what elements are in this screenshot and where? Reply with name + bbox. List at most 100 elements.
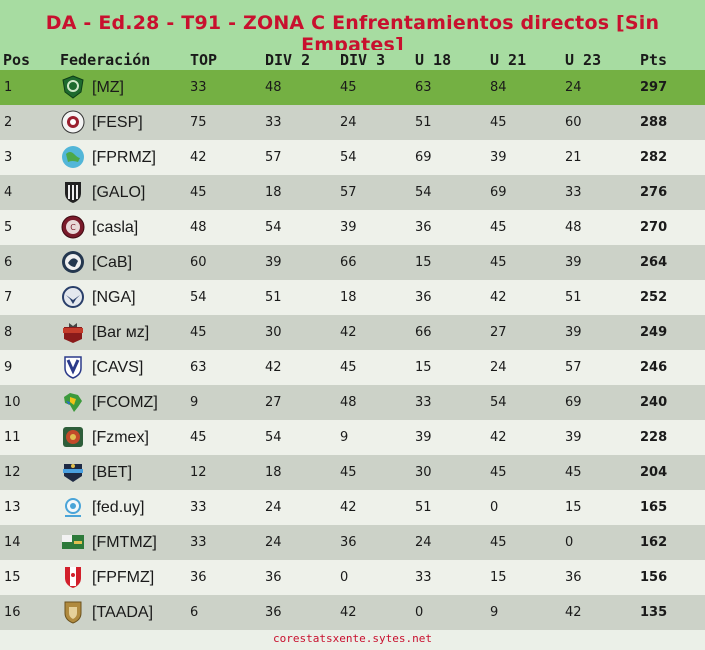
row-u21: 54 (490, 395, 507, 410)
federation-name: [casla] (92, 218, 139, 236)
federation-name: [FPFMZ] (92, 568, 155, 586)
row-position: 3 (4, 150, 13, 165)
col-header-federacion: Federación (60, 51, 151, 69)
row-position: 16 (4, 605, 21, 620)
row-top: 42 (190, 150, 207, 165)
row-div3: 36 (340, 535, 357, 550)
row-top: 33 (190, 535, 207, 550)
table-row: 4 [GALO] 45 18 57 54 69 33 276 (0, 175, 705, 210)
row-u21: 42 (490, 290, 507, 305)
row-top: 60 (190, 255, 207, 270)
row-top: 48 (190, 220, 207, 235)
row-federation: [CAVS] (60, 350, 190, 385)
row-points: 297 (640, 80, 668, 95)
row-u23: 0 (565, 535, 574, 550)
row-points: 135 (640, 605, 668, 620)
col-header-pts: Pts (640, 51, 668, 69)
row-federation: [GALO] (60, 175, 190, 210)
table-row: 15 [FPFMZ] 36 36 0 33 15 36 156 (0, 560, 705, 595)
row-federation: [NGA] (60, 280, 190, 315)
row-position: 14 (4, 535, 21, 550)
table-row: 8 [Bar ᴍᴢ] 45 30 42 66 27 39 249 (0, 315, 705, 350)
row-top: 54 (190, 290, 207, 305)
row-u18: 0 (415, 605, 424, 620)
row-federation: [fed.uy] (60, 490, 190, 525)
row-federation: [BET] (60, 455, 190, 490)
row-div3: 42 (340, 325, 357, 340)
table-row: 13 [fed.uy] 33 24 42 51 0 15 165 (0, 490, 705, 525)
row-top: 75 (190, 115, 207, 130)
row-u21: 45 (490, 115, 507, 130)
row-points: 228 (640, 430, 668, 445)
col-header-div3: DIV 3 (340, 51, 386, 69)
row-u18: 24 (415, 535, 432, 550)
table-header-row: Pos Federación TOP DIV 2 DIV 3 U 18 U 21… (0, 50, 705, 70)
row-u18: 36 (415, 220, 432, 235)
federation-name: [CaB] (92, 253, 133, 271)
table-row: 5 C [casla] 48 54 39 36 45 48 270 (0, 210, 705, 245)
federation-name: [NGA] (92, 288, 136, 306)
row-u18: 51 (415, 500, 432, 515)
footer-link[interactable]: corestatsxente.sytes.net (273, 632, 432, 645)
table-row: 10 [FCOMZ] 9 27 48 33 54 69 240 (0, 385, 705, 420)
federation-name: [Bar ᴍᴢ] (92, 323, 150, 341)
federation-name: [FCOMZ] (92, 393, 158, 411)
col-header-top: TOP (190, 51, 218, 69)
row-top: 12 (190, 465, 207, 480)
row-federation: [TAADA] (60, 595, 190, 630)
table-row: 11 [Fzmex] 45 54 9 39 42 39 228 (0, 420, 705, 455)
federation-name: [FESP] (92, 113, 143, 131)
row-div3: 66 (340, 255, 357, 270)
row-position: 2 (4, 115, 13, 130)
row-div2: 27 (265, 395, 282, 410)
row-u21: 45 (490, 465, 507, 480)
table-row: 6 [CaB] 60 39 66 15 45 39 264 (0, 245, 705, 280)
row-u18: 15 (415, 360, 432, 375)
green-shield-crest-icon (60, 74, 86, 100)
row-federation: [FPFMZ] (60, 560, 190, 595)
row-u21: 84 (490, 80, 507, 95)
row-u18: 54 (415, 185, 432, 200)
row-points: 156 (640, 570, 668, 585)
row-points: 246 (640, 360, 668, 375)
row-federation: [Fzmex] (60, 420, 190, 455)
row-points: 204 (640, 465, 668, 480)
row-position: 15 (4, 570, 21, 585)
row-federation: [CaB] (60, 245, 190, 280)
row-div3: 0 (340, 570, 349, 585)
federation-name: [Fzmex] (92, 428, 149, 446)
eagle-crest-icon (60, 284, 86, 310)
row-u23: 57 (565, 360, 582, 375)
title-bar (0, 0, 705, 50)
federation-name: [GALO] (92, 183, 146, 201)
row-div3: 18 (340, 290, 357, 305)
row-u23: 24 (565, 80, 582, 95)
table-row: 16 [TAADA] 6 36 42 0 9 42 135 (0, 595, 705, 630)
row-position: 13 (4, 500, 21, 515)
row-u23: 45 (565, 465, 582, 480)
table-row: 3 [FPRMZ] 42 57 54 69 39 21 282 (0, 140, 705, 175)
row-u23: 15 (565, 500, 582, 515)
row-points: 240 (640, 395, 668, 410)
row-points: 264 (640, 255, 668, 270)
globe-crest-icon (60, 144, 86, 170)
col-header-u23: U 23 (565, 51, 602, 69)
federation-name: [CAVS] (92, 358, 144, 376)
row-div3: 39 (340, 220, 357, 235)
row-top: 45 (190, 325, 207, 340)
row-position: 9 (4, 360, 13, 375)
federation-name: [FMTMZ] (92, 533, 157, 551)
aztec-crest-icon (60, 424, 86, 450)
row-div2: 48 (265, 80, 282, 95)
row-div2: 18 (265, 185, 282, 200)
table-row: 1 [MZ] 33 48 45 63 84 24 297 (0, 70, 705, 105)
maroon-round-crest-icon: C (60, 214, 86, 240)
dark-circle-crest-icon (60, 249, 86, 275)
row-u18: 36 (415, 290, 432, 305)
row-u23: 39 (565, 430, 582, 445)
row-div2: 54 (265, 220, 282, 235)
row-div2: 24 (265, 535, 282, 550)
row-u23: 51 (565, 290, 582, 305)
row-federation: [MZ] (60, 70, 190, 105)
row-u21: 0 (490, 500, 499, 515)
